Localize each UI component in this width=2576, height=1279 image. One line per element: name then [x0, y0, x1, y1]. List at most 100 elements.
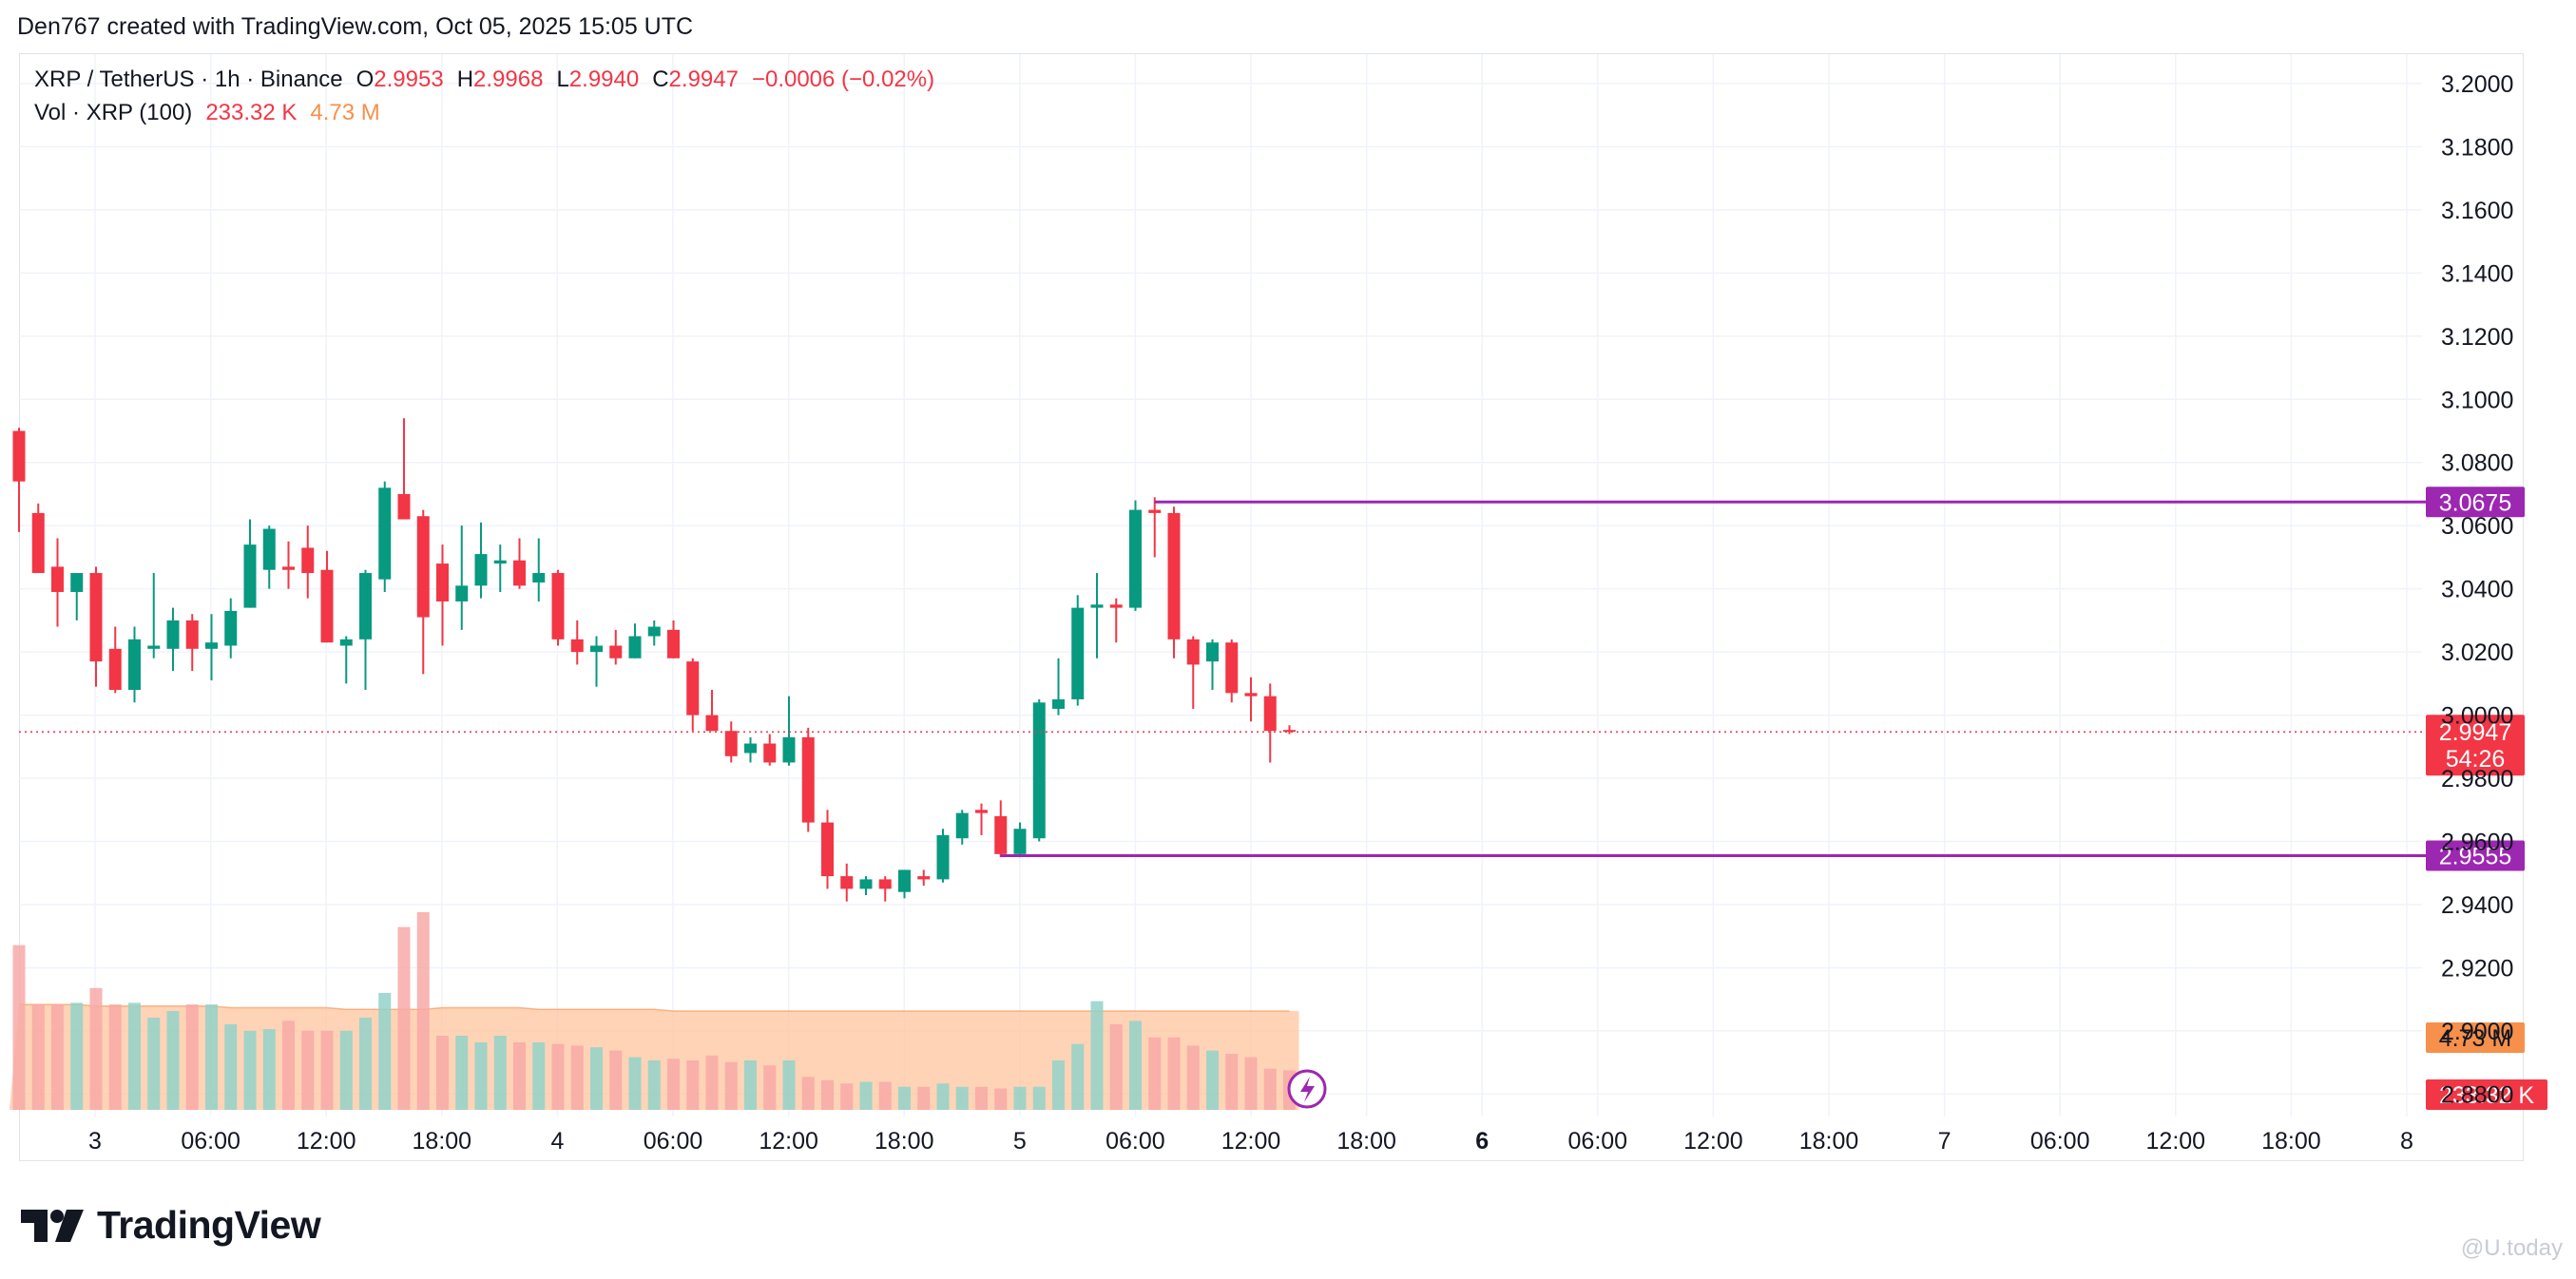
volume-bar [205, 1004, 218, 1110]
time-tick-label: 06:00 [1105, 1128, 1165, 1155]
price-tick-label: 3.1800 [2441, 134, 2513, 161]
candle-body [744, 743, 757, 754]
volume-bar [667, 1059, 680, 1110]
volume-bar [609, 1050, 623, 1110]
candle-body [31, 512, 45, 574]
candle-body [975, 810, 988, 813]
time-tick-label: 3 [88, 1128, 102, 1155]
open-label: O [356, 67, 375, 92]
candle-body [513, 560, 526, 586]
price-tick-label: 3.2000 [2441, 71, 2513, 98]
time-tick-label: 8 [2400, 1128, 2413, 1155]
volume-bar [570, 1045, 584, 1110]
candle-body [1186, 639, 1200, 665]
candle-body [955, 812, 969, 839]
candle-body [224, 610, 238, 646]
candle-body [359, 573, 372, 640]
volume-bar [686, 1060, 700, 1110]
volume-value: 233.32 K [205, 100, 298, 125]
candle-body [1052, 698, 1065, 709]
volume-bar [1071, 1043, 1085, 1110]
symbol-title[interactable]: XRP / TetherUS · 1h · Binance [34, 67, 343, 92]
price-tick-label: 3.0600 [2441, 513, 2513, 540]
candle-body [1129, 509, 1142, 608]
volume-bar [840, 1083, 854, 1110]
volume-bar [282, 1021, 295, 1110]
candle-body [493, 560, 507, 564]
price-tick-label: 3.0800 [2441, 450, 2513, 477]
candle-body [185, 620, 199, 649]
volume-bar [416, 912, 430, 1110]
volume-bar [1186, 1045, 1200, 1110]
volume-badge [2426, 1079, 2547, 1110]
time-tick-label: 12:00 [1221, 1128, 1281, 1155]
low-label: L [556, 67, 569, 92]
candle-body [262, 528, 276, 570]
candle-body [1244, 693, 1258, 697]
candle-body [1032, 702, 1046, 839]
volume-bar [551, 1043, 565, 1110]
candle-body [878, 879, 892, 889]
tradingview-icon [21, 1209, 84, 1242]
candle-body [609, 645, 623, 659]
candle-body [1013, 829, 1027, 854]
candle-body [782, 736, 796, 763]
volume-bar [1206, 1050, 1219, 1110]
volume-bar [359, 1017, 372, 1110]
price-tick-label: 3.1600 [2441, 198, 2513, 224]
price-tick-label: 2.9200 [2441, 955, 2513, 982]
time-tick-label: 18:00 [413, 1128, 472, 1155]
time-tick-label: 12:00 [2146, 1128, 2206, 1155]
volume-badge-label: 233.32 K [2439, 1082, 2534, 1109]
volume-bar [1244, 1057, 1258, 1110]
price-tick-label: 3.0400 [2441, 577, 2513, 603]
tradingview-logo[interactable]: TradingView [21, 1203, 321, 1248]
volume-ma-line [19, 1003, 1290, 1012]
chart-frame[interactable] [19, 53, 2524, 1161]
volume-bar [801, 1077, 815, 1110]
symbol-legend: XRP / TetherUS · 1h · Binance O2.9953 H2.9… [34, 67, 934, 93]
time-tick-label: 18:00 [2261, 1128, 2321, 1155]
time-tick-label: 12:00 [759, 1128, 818, 1155]
volume-bar [166, 1011, 180, 1110]
candle-body [1263, 696, 1277, 732]
price-level-badge [2426, 487, 2525, 518]
time-tick-label: 18:00 [875, 1128, 934, 1155]
candle-body [628, 636, 642, 659]
time-tick-label: 06:00 [181, 1128, 240, 1155]
lightning-icon[interactable] [1287, 1069, 1327, 1109]
volume-bar [224, 1023, 238, 1110]
candle-body [1090, 604, 1104, 608]
candle-body [705, 715, 719, 732]
volume-bar [628, 1057, 642, 1110]
candle-body [1167, 512, 1181, 640]
volume-title[interactable]: Vol · XRP (100) [34, 100, 193, 125]
price-level-label: 3.0675 [2439, 489, 2511, 516]
price-axis: 3.2000 3.1800 3.1600 3.1400 3.1200 3.1000 3.08… [2441, 71, 2513, 1108]
volume-bar [1109, 1023, 1123, 1110]
volume-bar [89, 987, 103, 1110]
low-value: 2.9940 [568, 67, 640, 92]
price-tick-label: 2.9800 [2441, 766, 2513, 792]
candle-body [994, 815, 1008, 854]
candle-body [917, 876, 931, 880]
volume-bar [513, 1041, 526, 1110]
volume-bar [436, 1036, 449, 1110]
volume-bar [647, 1060, 661, 1110]
close-value: 2.9947 [668, 67, 739, 92]
price-level-badge [2426, 840, 2525, 871]
volume-bar [1052, 1060, 1065, 1110]
volume-bar [878, 1081, 892, 1110]
volume-bar [147, 1017, 161, 1110]
time-tick-label: 06:00 [1568, 1128, 1628, 1155]
countdown-label: 54:26 [2446, 746, 2506, 773]
volume-bar [1013, 1086, 1027, 1110]
candle-body [936, 834, 950, 880]
candle-body [1071, 607, 1085, 699]
price-tick-label: 2.8800 [2441, 1081, 2513, 1108]
candle-body [436, 563, 449, 601]
volume-bar [859, 1081, 873, 1110]
candle-body [166, 620, 180, 649]
volume-bar [917, 1086, 931, 1110]
